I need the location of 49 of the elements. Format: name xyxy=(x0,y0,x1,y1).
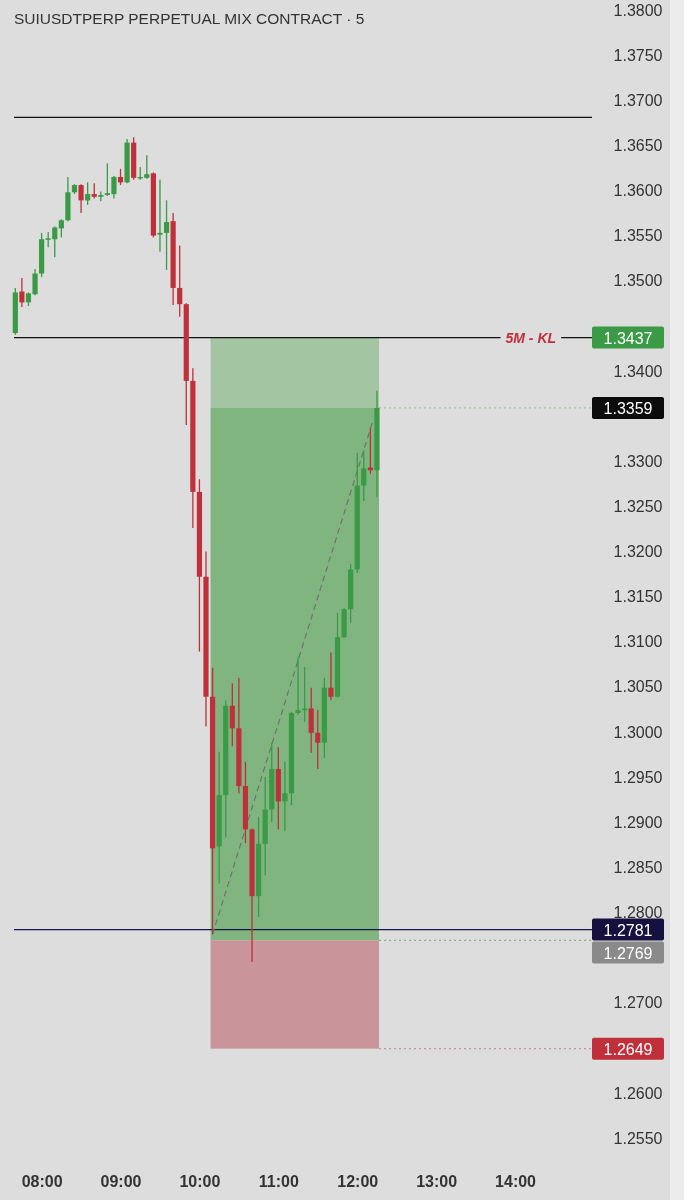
y-tick-label: 1.3300 xyxy=(613,452,663,470)
candlestick xyxy=(328,651,334,701)
y-tick-label: 1.3600 xyxy=(613,182,663,200)
band-label: 1.3359 xyxy=(603,399,653,417)
y-tick-label: 1.3050 xyxy=(613,678,663,696)
chart-title: SUIUSDTPERP PERPETUAL MIX CONTRACT · 5 xyxy=(14,10,365,27)
y-tick-label: 1.2800 xyxy=(613,904,663,922)
ref-line-label: 1.3437 xyxy=(603,329,653,347)
y-tick-label: 1.3200 xyxy=(613,543,663,561)
y-tick-label: 1.3750 xyxy=(613,46,663,64)
y-tick-label: 1.3150 xyxy=(613,588,663,606)
y-tick-label: 1.3400 xyxy=(613,362,663,380)
x-tick-label: 13:00 xyxy=(416,1173,458,1191)
band-label: 1.2769 xyxy=(603,944,653,962)
candlestick xyxy=(229,682,235,748)
ref-line-label: 1.2781 xyxy=(603,921,653,939)
candlestick xyxy=(295,656,301,716)
candlestick xyxy=(282,761,288,832)
y-tick-label: 1.3100 xyxy=(613,633,663,651)
y-tick-label: 1.3800 xyxy=(613,1,663,19)
candlestick xyxy=(315,709,321,770)
x-tick-label: 08:00 xyxy=(21,1173,63,1191)
x-tick-label: 12:00 xyxy=(337,1173,379,1191)
candlestick xyxy=(163,199,170,271)
y-tick-label: 1.3550 xyxy=(613,227,663,245)
x-tick-label: 14:00 xyxy=(495,1173,537,1191)
candlestick xyxy=(85,181,91,206)
candlestick xyxy=(58,218,64,239)
candlestick xyxy=(177,244,183,318)
y-tick-label: 1.3700 xyxy=(613,91,663,109)
y-tick-label: 1.2700 xyxy=(613,994,663,1012)
annotation: 5M - KL xyxy=(505,329,557,346)
candlestick xyxy=(302,666,308,723)
y-tick-label: 1.3000 xyxy=(613,723,663,741)
y-tick-label: 1.2850 xyxy=(613,858,663,876)
candlestick xyxy=(78,183,84,214)
y-tick-label: 1.2600 xyxy=(613,1084,663,1102)
candlestick xyxy=(361,449,367,502)
x-tick-label: 10:00 xyxy=(179,1173,221,1191)
x-tick-label: 11:00 xyxy=(258,1173,299,1191)
y-tick-label: 1.2950 xyxy=(613,768,663,786)
band-label: 1.2649 xyxy=(603,1040,653,1058)
y-tick-label: 1.3650 xyxy=(613,136,663,154)
y-tick-label: 1.2900 xyxy=(613,813,663,831)
y-tick-label: 1.3500 xyxy=(613,272,663,290)
x-tick-label: 09:00 xyxy=(100,1173,142,1191)
y-tick-label: 1.2550 xyxy=(613,1129,663,1147)
y-tick-label: 1.3250 xyxy=(613,497,663,515)
candlestick xyxy=(157,179,163,253)
